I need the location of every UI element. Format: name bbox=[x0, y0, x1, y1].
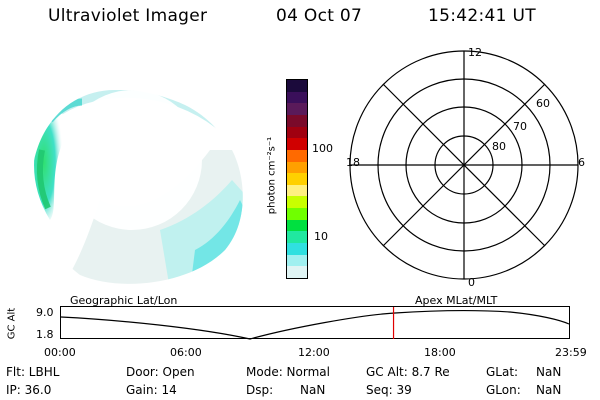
colorbar-segment bbox=[287, 161, 307, 174]
timeline-x-tick-0600: 06:00 bbox=[170, 346, 202, 359]
colorbar-segment bbox=[287, 243, 307, 256]
colorbar-segment bbox=[287, 126, 307, 139]
gc-alt-label: GC Alt: 8.7 Re bbox=[366, 365, 450, 379]
polar-label-18: 18 bbox=[346, 156, 360, 169]
timeline-right-label: Apex MLat/MLT bbox=[415, 294, 498, 307]
colorbar-tick-10: 10 bbox=[314, 230, 328, 243]
colorbar-segment bbox=[287, 173, 307, 186]
colorbar-segment bbox=[287, 219, 307, 232]
colorbar-segment bbox=[287, 208, 307, 221]
colorbar-segment bbox=[287, 91, 307, 104]
timeline-x-tick-1200: 12:00 bbox=[298, 346, 330, 359]
timeline-x-tick-1800: 18:00 bbox=[424, 346, 456, 359]
date-label: 04 Oct 07 bbox=[276, 6, 363, 26]
timeline-y-tick-1: 1.8 bbox=[36, 328, 54, 341]
colorbar-segment bbox=[287, 80, 307, 92]
colorbar bbox=[286, 79, 308, 279]
colorbar-segment bbox=[287, 196, 307, 209]
polar-label-lat-70: 70 bbox=[513, 120, 527, 133]
filter-label: Flt: LBHL bbox=[6, 365, 60, 379]
polar-label-lat-60: 60 bbox=[536, 97, 550, 110]
timeline-altitude-plot bbox=[60, 306, 570, 340]
colorbar-segment bbox=[287, 103, 307, 116]
gain-label: Gain: 14 bbox=[126, 383, 177, 397]
colorbar-segment bbox=[287, 266, 307, 279]
polar-mlat-mlt-plot bbox=[349, 50, 579, 280]
uv-aurora-image bbox=[31, 90, 243, 284]
timeline-x-tick-0000: 00:00 bbox=[44, 346, 76, 359]
polar-label-12: 12 bbox=[468, 46, 482, 59]
glat-label: GLat: bbox=[486, 365, 519, 379]
colorbar-segment bbox=[287, 138, 307, 151]
glon-label: GLon: bbox=[486, 383, 521, 397]
polar-label-6: 6 bbox=[578, 156, 585, 169]
instrument-title: Ultraviolet Imager bbox=[48, 6, 208, 26]
door-label: Door: Open bbox=[126, 365, 195, 379]
timeline-x-tick-2359: 23:59 bbox=[555, 346, 587, 359]
dsp-value: NaN bbox=[300, 383, 326, 397]
mode-label: Mode: Normal bbox=[246, 365, 330, 379]
timeline-y-axis-label: GC Alt bbox=[6, 307, 18, 340]
time-label: 15:42:41 UT bbox=[428, 6, 536, 26]
colorbar-tick-100: 100 bbox=[312, 142, 333, 155]
colorbar-segment bbox=[287, 254, 307, 267]
polar-label-lat-80: 80 bbox=[492, 140, 506, 153]
timeline-left-label: Geographic Lat/Lon bbox=[70, 294, 178, 307]
colorbar-segment bbox=[287, 149, 307, 162]
colorbar-segment bbox=[287, 184, 307, 197]
colorbar-units-label: photon cm⁻²s⁻¹ bbox=[266, 136, 278, 215]
colorbar-segment bbox=[287, 114, 307, 127]
glon-value: NaN bbox=[536, 383, 562, 397]
polar-label-0: 0 bbox=[468, 276, 475, 289]
timeline-y-tick-9: 9.0 bbox=[36, 306, 54, 319]
colorbar-segment bbox=[287, 231, 307, 244]
dsp-label: Dsp: bbox=[246, 383, 274, 397]
glat-value: NaN bbox=[536, 365, 562, 379]
ip-label: IP: 36.0 bbox=[6, 383, 52, 397]
seq-label: Seq: 39 bbox=[366, 383, 412, 397]
